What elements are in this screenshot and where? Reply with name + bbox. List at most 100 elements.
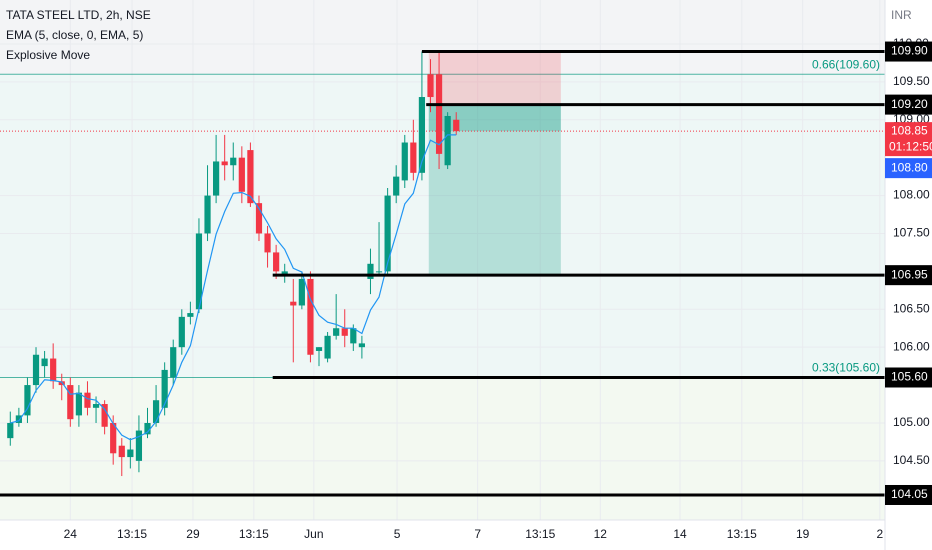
candle-body [410,142,417,173]
last-price-tag [885,122,932,157]
level-label: 106.95 [891,267,928,281]
fib-label: 0.66(109.60) [812,57,880,71]
fib-label: 0.33(105.60) [812,361,880,375]
level-tag [885,484,932,505]
y-tick-label: 104.50 [893,453,930,467]
x-tick-label: 2 [877,527,884,541]
candle-body [161,369,168,408]
level-label: 105.60 [891,370,928,384]
candle-body [221,161,228,166]
candle-body [341,328,348,336]
x-tick-label: 13:15 [727,527,757,541]
candle-body [393,176,400,196]
x-tick-label: 12 [594,527,608,541]
x-tick-label: 7 [474,527,481,541]
candle-body [264,233,271,253]
candle-body [101,404,108,427]
level-tag [885,367,932,388]
candle-body [290,301,297,306]
candle-body [315,347,323,351]
candle-body [24,385,31,416]
candle-body [230,157,237,166]
candle-body [170,347,177,378]
candle-body [127,449,134,458]
zone-lower [0,377,885,520]
x-tick-label: 13:15 [117,527,147,541]
y-tick-label: 105.00 [893,415,930,429]
candle-body [50,358,57,382]
candle-body [453,119,460,132]
candle-body [273,252,280,272]
x-tick-label: Jun [304,527,323,541]
candle-body [298,278,305,306]
candle-body [238,157,245,192]
candle-body [255,203,263,234]
subtitle: Explosive Move [6,48,90,62]
stop-zone [428,51,561,105]
candle-body [187,313,194,317]
candle-body [204,195,211,234]
candle-body [58,381,65,386]
candle-body [358,343,365,348]
ema-tag [885,158,932,179]
y-tick-label: 106.00 [893,339,930,353]
x-tick-label: 13:15 [525,527,555,541]
x-tick-label: 5 [394,527,401,541]
candle-body [41,358,48,367]
y-tick-label: 109.50 [893,74,930,88]
x-tick-label: 19 [796,527,810,541]
candle-body [401,142,408,181]
last-price-label: 108.85 [891,123,928,137]
candle-body [307,278,314,355]
x-tick-label: 13:15 [239,527,269,541]
candle-body [75,392,82,416]
candle-body [84,392,91,408]
x-tick-label: 29 [186,527,200,541]
candle-body [427,74,434,98]
indicator-label: EMA (5, close, 0, EMA, 5) [6,28,143,42]
candle-body [110,422,117,454]
zone-upper [0,0,885,75]
level-tag [885,94,932,115]
candle-body [135,430,143,461]
candle-body [324,335,331,359]
candle-body [144,422,151,435]
candle-body [367,263,374,279]
zone-middle [0,74,885,378]
candle-body [333,328,340,336]
ema-line [10,134,457,441]
candle-body [32,354,40,386]
currency: INR [891,8,912,22]
candle-body [92,404,100,408]
candle-body [281,271,288,276]
y-tick-label: 108.00 [893,188,930,202]
chart-title: TATA STEEL LTD, 2h, NSE [6,8,151,22]
level-label: 104.05 [891,487,928,501]
candle-body [350,328,357,344]
y-tick-label: 106.50 [893,301,930,315]
candle-body [15,415,22,423]
candle-body [152,400,160,423]
candle-body [435,74,443,154]
ema-label: 108.80 [891,160,928,174]
candle-body [7,422,14,439]
candle-body [384,195,391,272]
candle-body [67,385,74,420]
x-tick-label: 24 [64,527,78,541]
target-zone [428,104,561,276]
candle-body [375,271,383,273]
level-label: 109.90 [891,44,928,58]
candle-body [195,233,203,310]
plot-area: 0.66(109.60) 0.33(105.60) [0,0,885,520]
level-tag [885,41,932,62]
countdown-label: 01:12:50 [889,139,932,153]
y-tick-label: 107.50 [893,226,930,240]
level-label: 109.20 [891,97,928,111]
candle-body [418,97,426,173]
level-tag [885,265,932,286]
candle-body [178,316,185,348]
open-pnl-zone [428,104,561,132]
x-tick-label: 14 [673,527,687,541]
candle-body [247,150,254,204]
